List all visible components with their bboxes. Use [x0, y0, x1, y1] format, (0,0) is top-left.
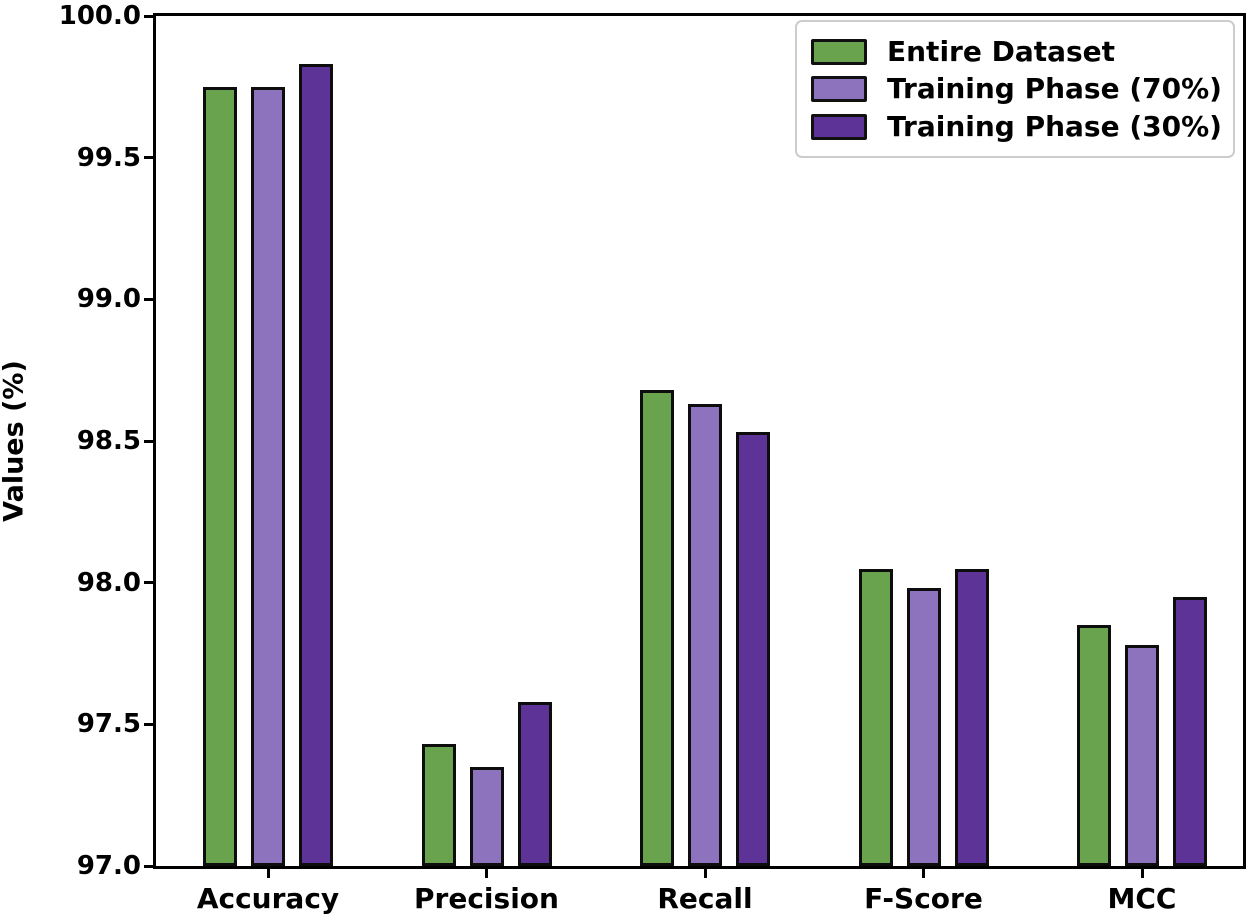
legend-swatch-training-70 — [811, 76, 867, 102]
x-tick-label: Recall — [657, 882, 753, 915]
bar-f-score-series-1 — [906, 588, 941, 866]
legend-item: Training Phase (70%) — [811, 72, 1222, 105]
legend-label: Training Phase (30%) — [887, 109, 1222, 143]
y-tick-mark — [144, 581, 153, 585]
bar-f-score-series-0 — [858, 569, 893, 866]
x-tick-label: F-Score — [864, 882, 983, 915]
y-tick-label: 100.0 — [58, 1, 141, 31]
x-tick-mark — [703, 869, 707, 878]
bar-recall-series-2 — [736, 432, 770, 866]
bar-mcc-series-2 — [1173, 597, 1207, 866]
y-tick-label: 97.0 — [76, 851, 141, 881]
bar-mcc-series-1 — [1125, 645, 1159, 866]
x-tick-label: Accuracy — [196, 882, 340, 915]
y-tick-label: 99.0 — [76, 284, 141, 315]
x-tick-label: MCC — [1107, 882, 1177, 915]
bar-accuracy-series-0 — [203, 87, 237, 866]
legend-label: Entire Dataset — [887, 34, 1116, 68]
bar-precision-series-0 — [421, 744, 456, 866]
x-tick-mark — [1140, 869, 1144, 878]
legend: Entire Dataset Training Phase (70%) Trai… — [795, 20, 1235, 158]
bar-recall-series-0 — [640, 390, 674, 866]
y-tick-label: 98.0 — [76, 567, 141, 598]
bar-accuracy-series-2 — [299, 64, 333, 866]
legend-label: Training Phase (70%) — [887, 72, 1222, 105]
y-tick-label: 99.5 — [76, 142, 141, 173]
y-tick-mark — [144, 14, 153, 18]
legend-swatch-entire-dataset — [811, 38, 867, 65]
y-tick-mark — [144, 297, 153, 301]
bar-accuracy-series-1 — [251, 87, 285, 866]
bar-f-score-series-2 — [954, 569, 989, 866]
bar-mcc-series-0 — [1077, 625, 1111, 866]
legend-item: Training Phase (30%) — [811, 109, 1222, 143]
y-tick-mark — [144, 864, 153, 868]
y-tick-mark — [144, 722, 153, 726]
y-tick-label: 97.5 — [76, 709, 141, 740]
x-tick-mark — [922, 869, 925, 878]
y-tick-mark — [144, 156, 153, 160]
legend-swatch-training-30 — [811, 113, 867, 140]
x-tick-mark — [485, 869, 488, 878]
bar-recall-series-1 — [688, 404, 722, 866]
x-tick-mark — [266, 869, 270, 878]
y-tick-label: 98.5 — [76, 426, 141, 456]
y-tick-mark — [144, 439, 153, 443]
legend-item: Entire Dataset — [811, 34, 1219, 68]
bar-precision-series-1 — [469, 767, 504, 866]
x-tick-label: Precision — [414, 882, 559, 915]
bar-precision-series-2 — [517, 702, 552, 866]
